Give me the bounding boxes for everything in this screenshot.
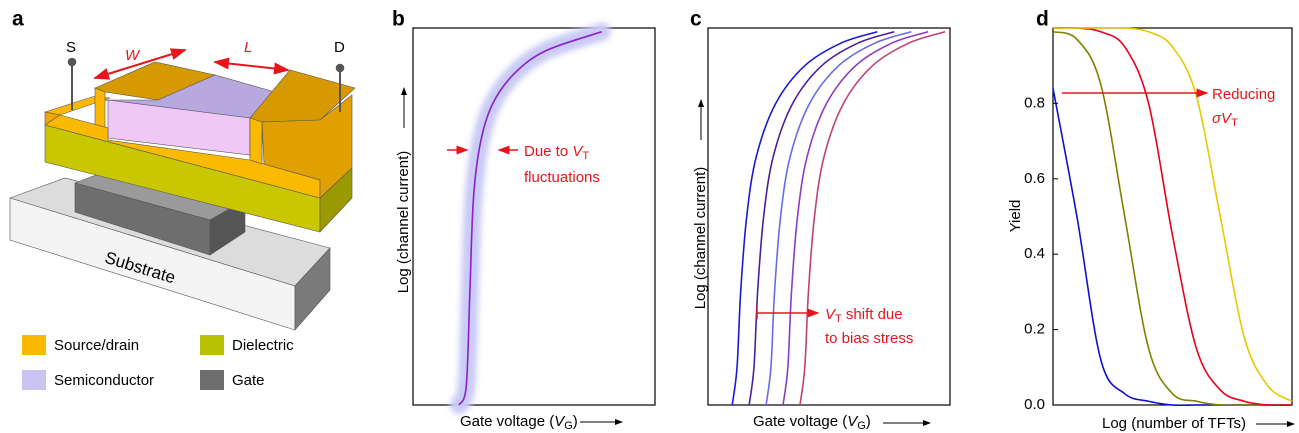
text: V bbox=[1221, 110, 1233, 127]
legend: Source/drain Dielectric Semiconductor Gate bbox=[22, 335, 294, 390]
text: Due to bbox=[524, 143, 572, 160]
line bbox=[458, 31, 603, 406]
legend-swatch bbox=[22, 335, 46, 355]
panel-label: d bbox=[1036, 8, 1049, 31]
legend-swatch bbox=[22, 370, 46, 390]
line bbox=[1052, 88, 1292, 407]
text: Reducing bbox=[1212, 86, 1275, 103]
legend-label: Source/drain bbox=[54, 337, 139, 354]
legend-label: Semiconductor bbox=[54, 372, 154, 389]
annotation: fluctuations bbox=[524, 169, 600, 186]
text: shift due bbox=[842, 306, 903, 323]
length-label: L bbox=[244, 39, 252, 56]
text: σ bbox=[1212, 110, 1222, 127]
annotation: VT shift due bbox=[825, 306, 903, 325]
legend-label: Gate bbox=[232, 372, 265, 389]
y-tick-label: 0.8 bbox=[1024, 94, 1045, 111]
text: V bbox=[554, 413, 566, 430]
text: T bbox=[1231, 117, 1238, 129]
annotation: to bias stress bbox=[825, 330, 913, 347]
text: V bbox=[847, 413, 859, 430]
source-label: S bbox=[66, 39, 76, 56]
y-axis-label: Log (channel current) bbox=[395, 151, 412, 294]
plot-frame bbox=[707, 27, 951, 406]
y-axis-label: Log (channel current) bbox=[692, 167, 709, 310]
annotation: Due to VT bbox=[524, 143, 589, 162]
text: fluctuations bbox=[524, 169, 600, 186]
panel-label: c bbox=[690, 8, 702, 31]
plot-frame bbox=[412, 27, 656, 406]
panel-label: b bbox=[392, 8, 405, 31]
legend-swatch bbox=[200, 370, 224, 390]
y-tick-label: 0.4 bbox=[1024, 245, 1045, 262]
text: T bbox=[582, 150, 589, 162]
text: ) bbox=[866, 413, 871, 430]
text: T bbox=[835, 313, 842, 325]
line-halo bbox=[449, 22, 611, 414]
line bbox=[765, 31, 912, 406]
x-axis-label: Log (number of TFTs) bbox=[1102, 415, 1246, 432]
line bbox=[748, 31, 895, 406]
width-label: W bbox=[125, 47, 141, 64]
legend-swatch bbox=[200, 335, 224, 355]
plot: 0.0 0.2 0.4 0.6 0.8 bbox=[1024, 26, 1293, 413]
text: G bbox=[857, 420, 866, 432]
line bbox=[731, 31, 878, 406]
text: Gate voltage ( bbox=[753, 413, 847, 430]
x-axis-label: Gate voltage (VG) bbox=[460, 413, 578, 432]
annotation: Reducing bbox=[1212, 86, 1275, 103]
line bbox=[1052, 26, 1293, 407]
device-drawing bbox=[9, 48, 356, 331]
text: to bias stress bbox=[825, 330, 913, 347]
text: V bbox=[825, 306, 837, 323]
y-axis-label: Yield bbox=[1007, 200, 1024, 233]
text: Gate voltage ( bbox=[460, 413, 554, 430]
plot-frame bbox=[1052, 27, 1293, 406]
panel-label: a bbox=[12, 8, 24, 31]
text: ) bbox=[573, 413, 578, 430]
y-tick-label: 0.0 bbox=[1024, 396, 1045, 413]
line bbox=[1052, 30, 1292, 407]
plot bbox=[449, 22, 611, 414]
line bbox=[1053, 26, 1293, 402]
line bbox=[799, 31, 946, 406]
y-tick-label: 0.6 bbox=[1024, 170, 1045, 187]
drain-label: D bbox=[334, 39, 345, 56]
text: G bbox=[564, 420, 573, 432]
text: V bbox=[572, 143, 584, 160]
line bbox=[782, 31, 929, 406]
plot bbox=[731, 31, 946, 406]
x-axis-label: Gate voltage (VG) bbox=[753, 413, 871, 432]
y-tick-label: 0.2 bbox=[1024, 321, 1045, 338]
legend-label: Dielectric bbox=[232, 337, 294, 354]
annotation: σVT bbox=[1212, 110, 1238, 129]
